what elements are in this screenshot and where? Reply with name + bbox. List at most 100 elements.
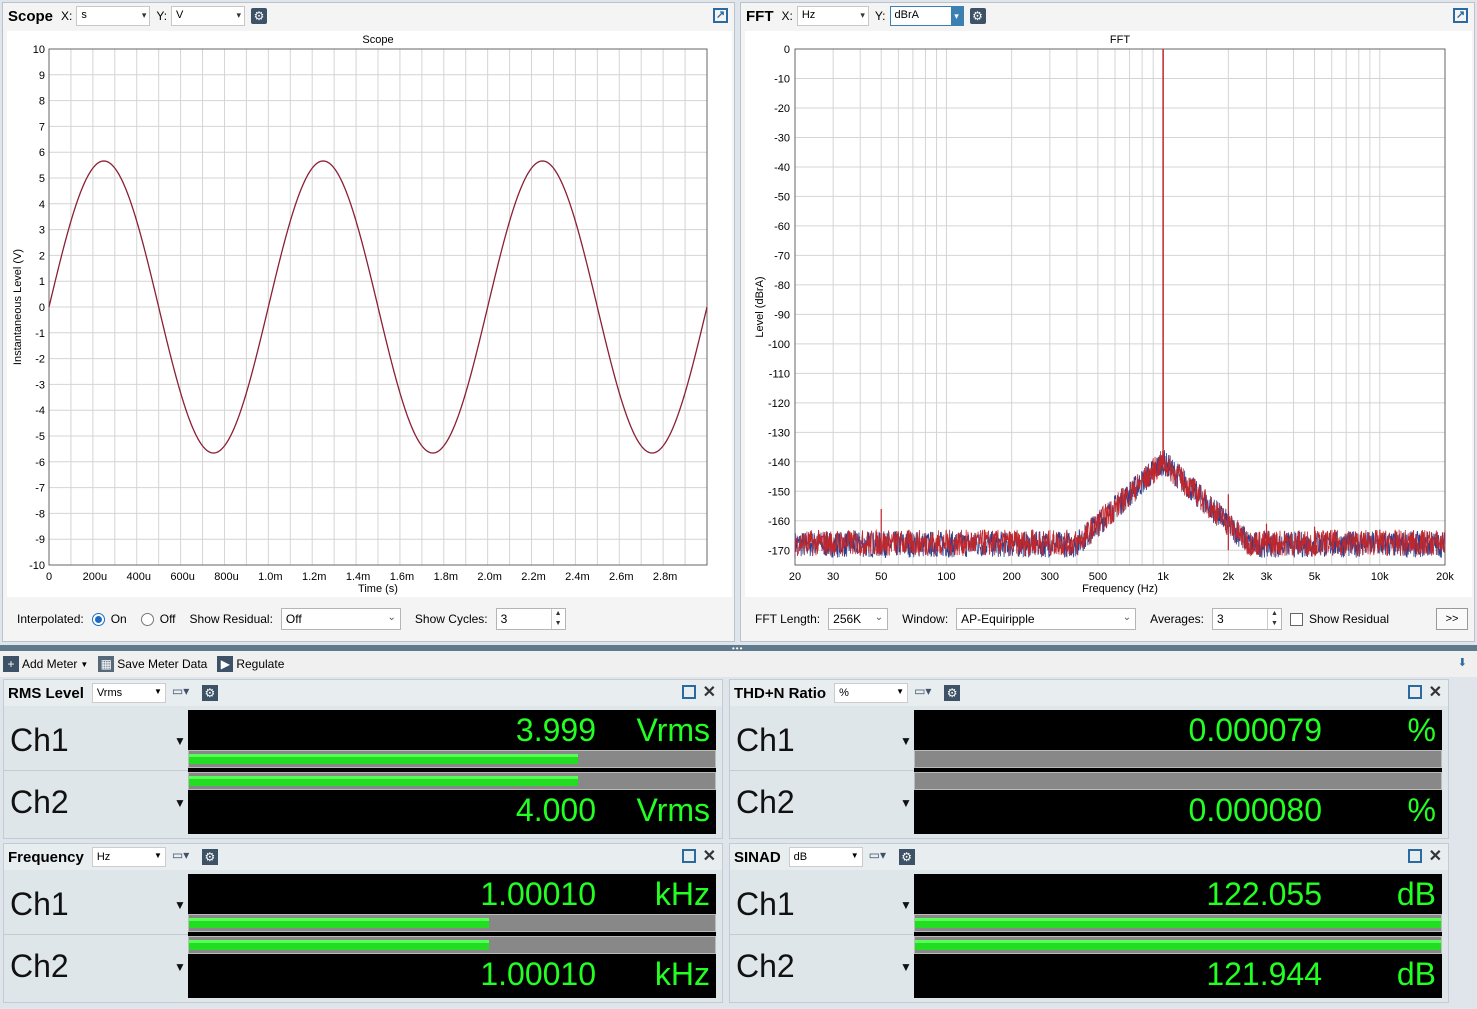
scope-show-residual-label: Show Residual: (189, 612, 273, 626)
ch1-dropdown-icon[interactable]: ▼ (900, 898, 912, 912)
stepper-arrows-icon[interactable]: ▲ ▼ (550, 609, 565, 629)
fft-settings-gear-icon[interactable]: ⚙ (969, 8, 986, 24)
fft-show-residual-checkbox[interactable] (1289, 612, 1303, 626)
interpolated-off-radio[interactable] (140, 612, 154, 626)
y-tick-label: -1 (35, 328, 45, 340)
x-tick-label: 0 (46, 571, 52, 583)
ch2-value: 4.000 (515, 792, 596, 828)
interpolated-on-radio[interactable] (91, 612, 105, 626)
fft-show-residual-label: Show Residual (1308, 612, 1390, 626)
save-meter-data-button[interactable]: ▦ Save Meter Data (98, 656, 207, 672)
add-meter-label: Add Meter (22, 657, 78, 671)
meter-header: THD+N Ratio% ▼ ▭▾ ⚙ ✕ (730, 680, 1448, 706)
play-icon: ▶ (217, 656, 234, 672)
row-divider (730, 770, 914, 771)
ch2-level-fill (189, 940, 489, 950)
display-options-icon[interactable]: ▭▾ (868, 848, 887, 862)
close-icon[interactable]: ✕ (1428, 848, 1442, 865)
row-divider (4, 770, 188, 771)
ch2-level-highlight (189, 776, 579, 779)
ch1-level-highlight (915, 918, 1441, 921)
meter-ch2-row: Ch2 ▼ 121.944 dB (730, 936, 1448, 1000)
fft-x-unit-select[interactable]: Hz ▾ (796, 6, 869, 26)
x-tick-label: 50 (875, 571, 887, 583)
meter-settings-gear-icon[interactable]: ⚙ (201, 685, 218, 701)
scope-popout-icon[interactable]: ↗ (713, 8, 728, 23)
regulate-button[interactable]: ▶ Regulate (217, 656, 284, 672)
fft-footer: FFT Length: 256K ⌄ Window: AP-Equiripple ⌄… (741, 597, 1474, 641)
x-tick-label: 2.4m (565, 571, 589, 583)
window-label: Window: (902, 612, 949, 626)
meter-unit-value: Hz (96, 851, 111, 863)
meter-unit-select[interactable]: Hz ▼ (91, 847, 166, 867)
ch1-level-bar (188, 914, 716, 932)
display-options-icon[interactable]: ▭▾ (171, 684, 190, 698)
ch2-value: 0.000080 (1188, 792, 1322, 828)
close-icon[interactable]: ✕ (1428, 684, 1442, 701)
show-cycles-stepper[interactable]: 3 ▲ ▼ (495, 608, 566, 630)
fft-y-unit-select[interactable]: dBrA ▾ (889, 6, 964, 26)
meter-popout-icon[interactable] (682, 849, 696, 863)
ch1-dropdown-icon[interactable]: ▼ (174, 734, 186, 748)
panel-splitter[interactable]: ••• (0, 644, 1477, 653)
ch1-value: 3.999 (515, 712, 596, 748)
window-select[interactable]: AP-Equiripple ⌄ (956, 608, 1137, 630)
meter-settings-gear-icon[interactable]: ⚙ (201, 849, 218, 865)
ch1-dropdown-icon[interactable]: ▼ (174, 898, 186, 912)
row-divider (4, 934, 188, 935)
scope-show-residual-select[interactable]: Off ⌄ (280, 608, 401, 630)
chevron-down-icon: ⌄ (874, 612, 884, 623)
meter-popout-icon[interactable] (1408, 849, 1422, 863)
y-tick-label: 1 (39, 276, 45, 288)
meter-popout-icon[interactable] (1408, 685, 1422, 699)
y-tick-label: -2 (35, 354, 45, 366)
y-tick-label: 3 (39, 225, 45, 237)
chevron-down-icon: ▼ (80, 659, 89, 669)
ch1-level-fill (189, 754, 579, 764)
ch1-dropdown-icon[interactable]: ▼ (900, 734, 912, 748)
scope-x-unit-select[interactable]: s ▾ (76, 6, 151, 26)
chevron-down-icon: ▼ (850, 851, 859, 860)
add-meter-button[interactable]: + Add Meter ▼ (3, 656, 88, 672)
close-icon[interactable]: ✕ (702, 684, 716, 701)
ch1-unit: Vrms (636, 712, 710, 748)
meter-popout-icon[interactable] (682, 685, 696, 699)
row-divider (730, 934, 914, 935)
meter-settings-gear-icon[interactable]: ⚙ (898, 849, 915, 865)
ch1-label: Ch1 (10, 886, 69, 922)
display-options-icon[interactable]: ▭▾ (171, 848, 190, 862)
ch2-dropdown-icon[interactable]: ▼ (900, 960, 912, 974)
meter-settings-gear-icon[interactable]: ⚙ (944, 685, 961, 701)
scope-settings-gear-icon[interactable]: ⚙ (251, 8, 268, 24)
ch2-dropdown-icon[interactable]: ▼ (900, 796, 912, 810)
display-options-icon[interactable]: ▭▾ (914, 684, 932, 698)
close-icon[interactable]: ✕ (702, 848, 716, 865)
ch2-dropdown-icon[interactable]: ▼ (174, 960, 186, 974)
ch1-label: Ch1 (736, 886, 795, 922)
fft-length-select[interactable]: 256K ⌄ (828, 608, 889, 630)
y-tick-label: 0 (784, 44, 790, 56)
fft-chart-title: FFT (1110, 34, 1130, 46)
meter-unit-select[interactable]: % ▼ (834, 683, 909, 703)
more-options-button[interactable]: >> (1436, 608, 1468, 630)
collapse-icon[interactable]: ⬇ (1457, 657, 1467, 669)
x-tick-label: 10k (1371, 571, 1389, 583)
x-tick-label: 300 (1041, 571, 1059, 583)
fft-plot[interactable]: FFT 0 -10 -20 -30 -40 -50 -60 -70 -80 -90 -100 -110 -… (745, 31, 1472, 597)
show-cycles-label: Show Cycles: (414, 612, 488, 626)
ch1-level-bar (914, 750, 1442, 768)
ch2-dropdown-icon[interactable]: ▼ (174, 796, 186, 810)
scope-plot[interactable]: Scope 10 9 8 7 6 5 4 3 2 1 0 -1 -2 -3 -4 -5 -6 -7 -8 -9 -10 0 2… (7, 31, 732, 597)
y-tick-label: -5 (35, 431, 45, 443)
show-cycles-value: 3 (500, 612, 508, 626)
stepper-arrows-icon[interactable]: ▲ ▼ (1266, 609, 1281, 629)
scope-header: Scope X: s ▾ Y: V ▾ ⚙ ↗ (3, 3, 734, 29)
analyzer-panels: Scope X: s ▾ Y: V ▾ ⚙ ↗ Scope 10 9 8 7 6 5 4 3 2 1 0-… (0, 0, 1477, 645)
y-tick-label: 4 (39, 199, 45, 211)
meter-unit-select[interactable]: dB ▼ (788, 847, 863, 867)
meter-ch2-row: Ch2 ▼ 1.00010 kHz (4, 936, 722, 1000)
fft-popout-icon[interactable]: ↗ (1453, 8, 1468, 23)
meter-unit-select[interactable]: Vrms ▼ (91, 683, 166, 703)
scope-y-unit-select[interactable]: V ▾ (171, 6, 246, 26)
averages-stepper[interactable]: 3 ▲ ▼ (1211, 608, 1282, 630)
